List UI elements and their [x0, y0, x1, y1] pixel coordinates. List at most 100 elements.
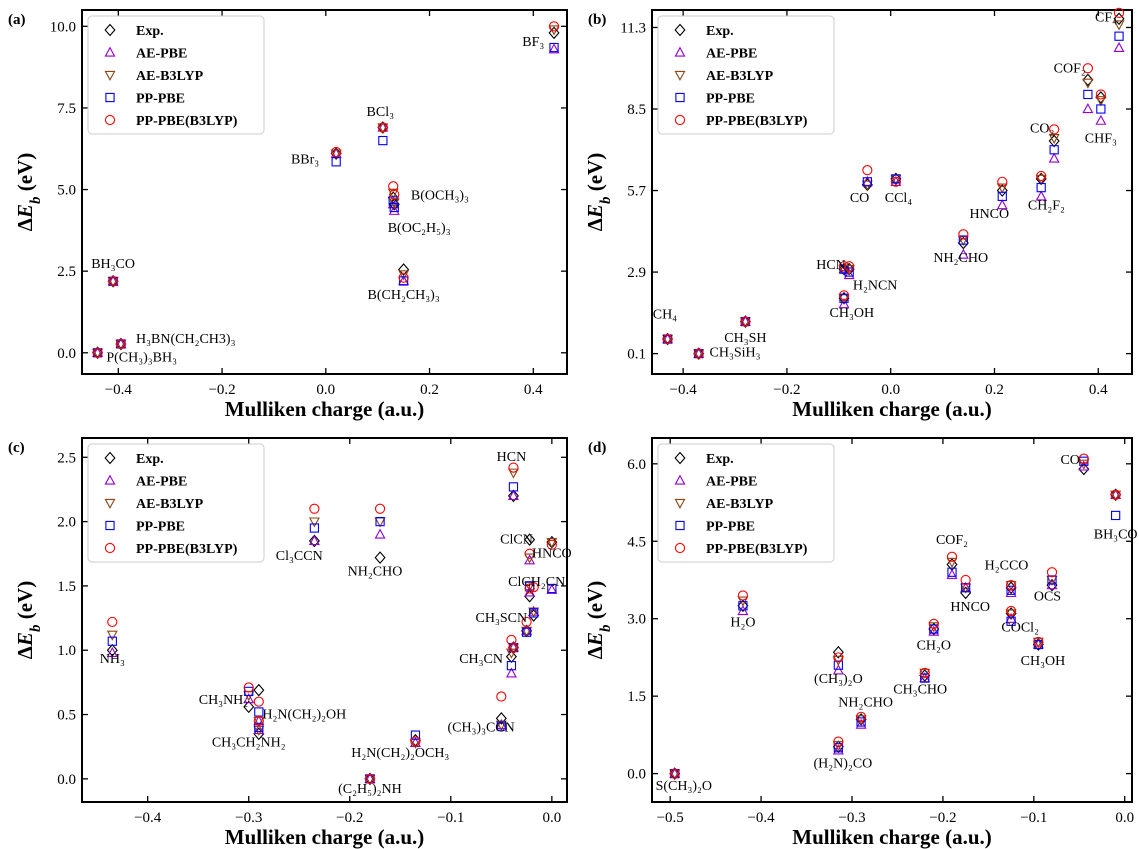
- data-point-group: [548, 21, 560, 54]
- x-tick-label: −0.1: [437, 810, 464, 826]
- molecule-label: P(CH₃)₃BH₃: [106, 351, 177, 366]
- molecule-label: CH₂O: [917, 639, 951, 654]
- marker-exp: [507, 489, 519, 503]
- marker-ae-pbe: [890, 175, 902, 186]
- marker-pp-pbe-b3lyp: [1005, 605, 1017, 617]
- marker-pp-pbe: [244, 686, 254, 697]
- legend-marker-pp-pbe: [675, 92, 685, 103]
- molecule-label: CH₃OH: [830, 306, 875, 321]
- marker-exp: [495, 712, 507, 725]
- marker-pp-pbe-b3lyp: [398, 272, 409, 283]
- y-tick-label: 1.0: [57, 643, 76, 659]
- molecule-label: CH₄: [653, 308, 677, 323]
- data-point-group: [388, 189, 400, 215]
- marker-ae-b3lyp: [398, 270, 410, 281]
- axes-frame: [651, 9, 1133, 375]
- molecule-label: ClCH₂CN: [508, 575, 565, 590]
- molecule-label: BH₃CO: [91, 257, 135, 272]
- marker-pp-pbe-b3lyp: [1078, 453, 1089, 464]
- data-point-group: [115, 337, 127, 351]
- marker-pp-pbe: [961, 583, 971, 593]
- marker-ae-b3lyp: [1005, 609, 1017, 620]
- molecule-label: (C₂H₅)₂NH: [338, 782, 402, 797]
- marker-pp-pbe: [309, 523, 320, 533]
- marker-pp-pbe-b3lyp: [890, 176, 902, 187]
- legend-label: Exp.: [706, 24, 734, 39]
- legend-marker-pp-pbe-b3lyp: [104, 542, 116, 554]
- x-tick-label: −0.3: [838, 810, 865, 826]
- molecule-label: BH₃CO: [1094, 528, 1138, 543]
- marker-pp-pbe-b3lyp: [1049, 124, 1060, 135]
- marker-pp-pbe-b3lyp: [377, 122, 388, 133]
- marker-pp-pbe: [398, 276, 409, 286]
- marker-pp-pbe: [844, 267, 854, 277]
- y-tick-label: 8.5: [627, 102, 646, 118]
- molecule-label: CHF₃: [1085, 131, 1117, 146]
- marker-pp-pbe: [331, 157, 341, 167]
- marker-exp: [253, 683, 265, 697]
- marker-pp-pbe-b3lyp: [960, 574, 971, 586]
- molecule-label: NH₂CHO: [933, 251, 988, 266]
- data-point-group: [1113, 7, 1125, 53]
- data-point-group: [662, 332, 674, 346]
- marker-pp-pbe-b3lyp: [1046, 567, 1058, 578]
- marker-exp: [308, 534, 320, 548]
- marker-pp-pbe-b3lyp: [309, 503, 320, 514]
- marker-pp-pbe-b3lyp: [508, 642, 519, 653]
- legend-label: Exp.: [136, 24, 164, 39]
- marker-pp-pbe: [947, 567, 957, 577]
- marker-pp-pbe-b3lyp: [253, 715, 264, 727]
- legend-label: PP-PBE: [136, 520, 185, 535]
- molecule-label: Cl₃CCN: [276, 549, 323, 564]
- molecule-label: HCN: [497, 450, 527, 465]
- y-tick-label: 7.5: [57, 101, 76, 117]
- molecule-label: B(CH₂CH₃)₃: [368, 288, 440, 303]
- marker-exp: [106, 643, 118, 657]
- marker-ae-pbe: [546, 583, 558, 594]
- marker-pp-pbe-b3lyp: [997, 176, 1008, 187]
- y-tick-label: 5.0: [57, 183, 76, 199]
- y-tick-label: 0.5: [57, 708, 76, 724]
- legend-marker-pp-pbe: [105, 92, 115, 103]
- data-point-group: [739, 315, 751, 328]
- marker-pp-pbe-b3lyp: [508, 462, 519, 473]
- data-point-group: [1035, 170, 1047, 201]
- molecule-label: NH₂CHO: [348, 565, 403, 580]
- panel-b: (b) −0.4 −0.2 0.0 0.2 0.4 0.1 2.9 5.7 8.5 11.3 Mull…: [583, 7, 1133, 421]
- marker-ae-pbe: [1110, 488, 1122, 499]
- data-point-group: [374, 503, 386, 564]
- data-point-group: [505, 634, 517, 678]
- y-tick-label: 5.7: [627, 184, 646, 200]
- marker-ae-b3lyp: [387, 188, 399, 199]
- marker-pp-pbe-b3lyp: [548, 21, 560, 32]
- molecule-label: CF₄: [1095, 11, 1117, 26]
- data-point-group: [855, 711, 867, 729]
- legend-label: AE-B3LYP: [706, 69, 774, 84]
- marker-ae-b3lyp: [1048, 133, 1060, 145]
- marker-ae-b3lyp: [308, 517, 320, 528]
- marker-exp: [996, 184, 1008, 197]
- data-point-group: [1046, 567, 1058, 592]
- marker-ae-b3lyp: [1110, 490, 1122, 501]
- data-point-group: [398, 263, 410, 286]
- marker-pp-pbe-b3lyp: [388, 181, 399, 192]
- panel-c: (c) −0.4 −0.3 −0.2 −0.1 0.0 0.0 0.5 1.0 1.5 2.0 2.5…: [8, 437, 572, 849]
- marker-pp-pbe-b3lyp: [253, 696, 264, 707]
- marker-pp-pbe-b3lyp: [862, 165, 873, 176]
- molecule-label: B(OC₂H₅)₃: [388, 221, 451, 236]
- data-point-group: [693, 347, 705, 360]
- x-tick-label: 0.0: [542, 810, 561, 826]
- marker-pp-pbe: [856, 717, 866, 727]
- y-tick-label: 0.1: [627, 347, 646, 363]
- marker-ae-b3lyp: [521, 626, 533, 637]
- x-tick-label: −0.1: [1020, 810, 1047, 826]
- marker-pp-pbe-b3lyp: [946, 551, 958, 562]
- marker-pp-pbe: [833, 660, 843, 670]
- data-point-group: [1005, 580, 1017, 598]
- marker-ae-b3lyp: [507, 468, 519, 479]
- data-point-group: [409, 730, 421, 749]
- legend-label: Exp.: [136, 452, 164, 467]
- x-tick-label: 0.0: [881, 382, 900, 398]
- legend-label: PP-PBE(B3LYP): [706, 542, 808, 557]
- data-point-group: [106, 616, 118, 657]
